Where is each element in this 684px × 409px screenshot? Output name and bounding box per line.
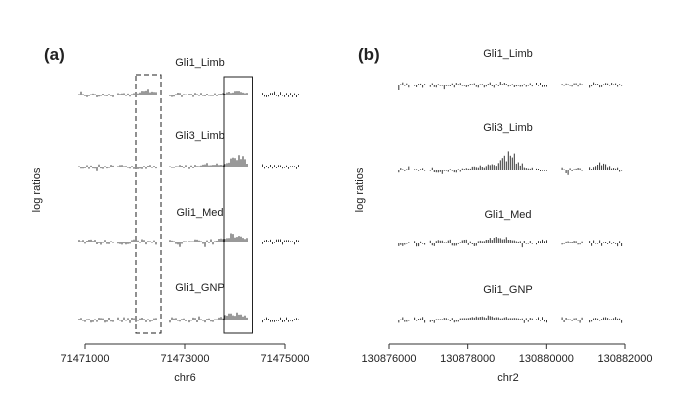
x-tick-label: 71473000 xyxy=(161,353,210,365)
series-label: Gli3_Limb xyxy=(483,122,533,134)
series-label: Gli1_Limb xyxy=(483,48,533,60)
series-label: Gli3_Limb xyxy=(175,130,225,142)
series-label: Gli1_Limb xyxy=(175,57,225,69)
x-tick-label: 130880000 xyxy=(519,353,574,365)
x-tick-label: 130878000 xyxy=(440,353,495,365)
panel-b-label: (b) xyxy=(358,45,380,64)
panel-b-xlabel: chr2 xyxy=(497,372,518,384)
panel-a-xlabel: chr6 xyxy=(174,372,195,384)
panel-a: (a) log ratios chr6 Gli1_LimbGli3_LimbGl… xyxy=(31,45,309,384)
panel-a-highlights xyxy=(135,74,253,334)
x-tick-label: 130882000 xyxy=(597,353,652,365)
highlight-box-dashed xyxy=(135,74,162,334)
panel-a-ylabel: log ratios xyxy=(31,167,43,212)
series-label: Gli1_Med xyxy=(484,209,531,221)
series-label: Gli1_Med xyxy=(176,207,223,219)
panel-b-tracks: Gli1_Limb Gli3_Limb Gli1_Med Gli1_GNP xyxy=(398,48,623,323)
x-tick-label: 71471000 xyxy=(61,353,110,365)
panel-a-label: (a) xyxy=(44,45,65,64)
panel-b-ylabel: log ratios xyxy=(354,167,366,212)
series-label: Gli1_GNP xyxy=(175,282,225,294)
panel-b-x-axis: 130876000 130878000 130880000 130882000 xyxy=(361,343,653,365)
x-tick-label: 130876000 xyxy=(361,353,416,365)
x-tick-label: 71475000 xyxy=(261,353,310,365)
panel-a-tracks: Gli1_Limb Gli3_Limb Gli1_Med Gli1_GNP xyxy=(78,57,299,323)
series-label: Gli1_GNP xyxy=(483,284,533,296)
panel-a-x-axis: 71471000 71473000 71475000 xyxy=(61,343,310,365)
panel-b: (b) log ratios chr2 Gli1_LimbGli3_LimbGl… xyxy=(354,45,653,384)
highlight-box-solid xyxy=(223,76,253,334)
